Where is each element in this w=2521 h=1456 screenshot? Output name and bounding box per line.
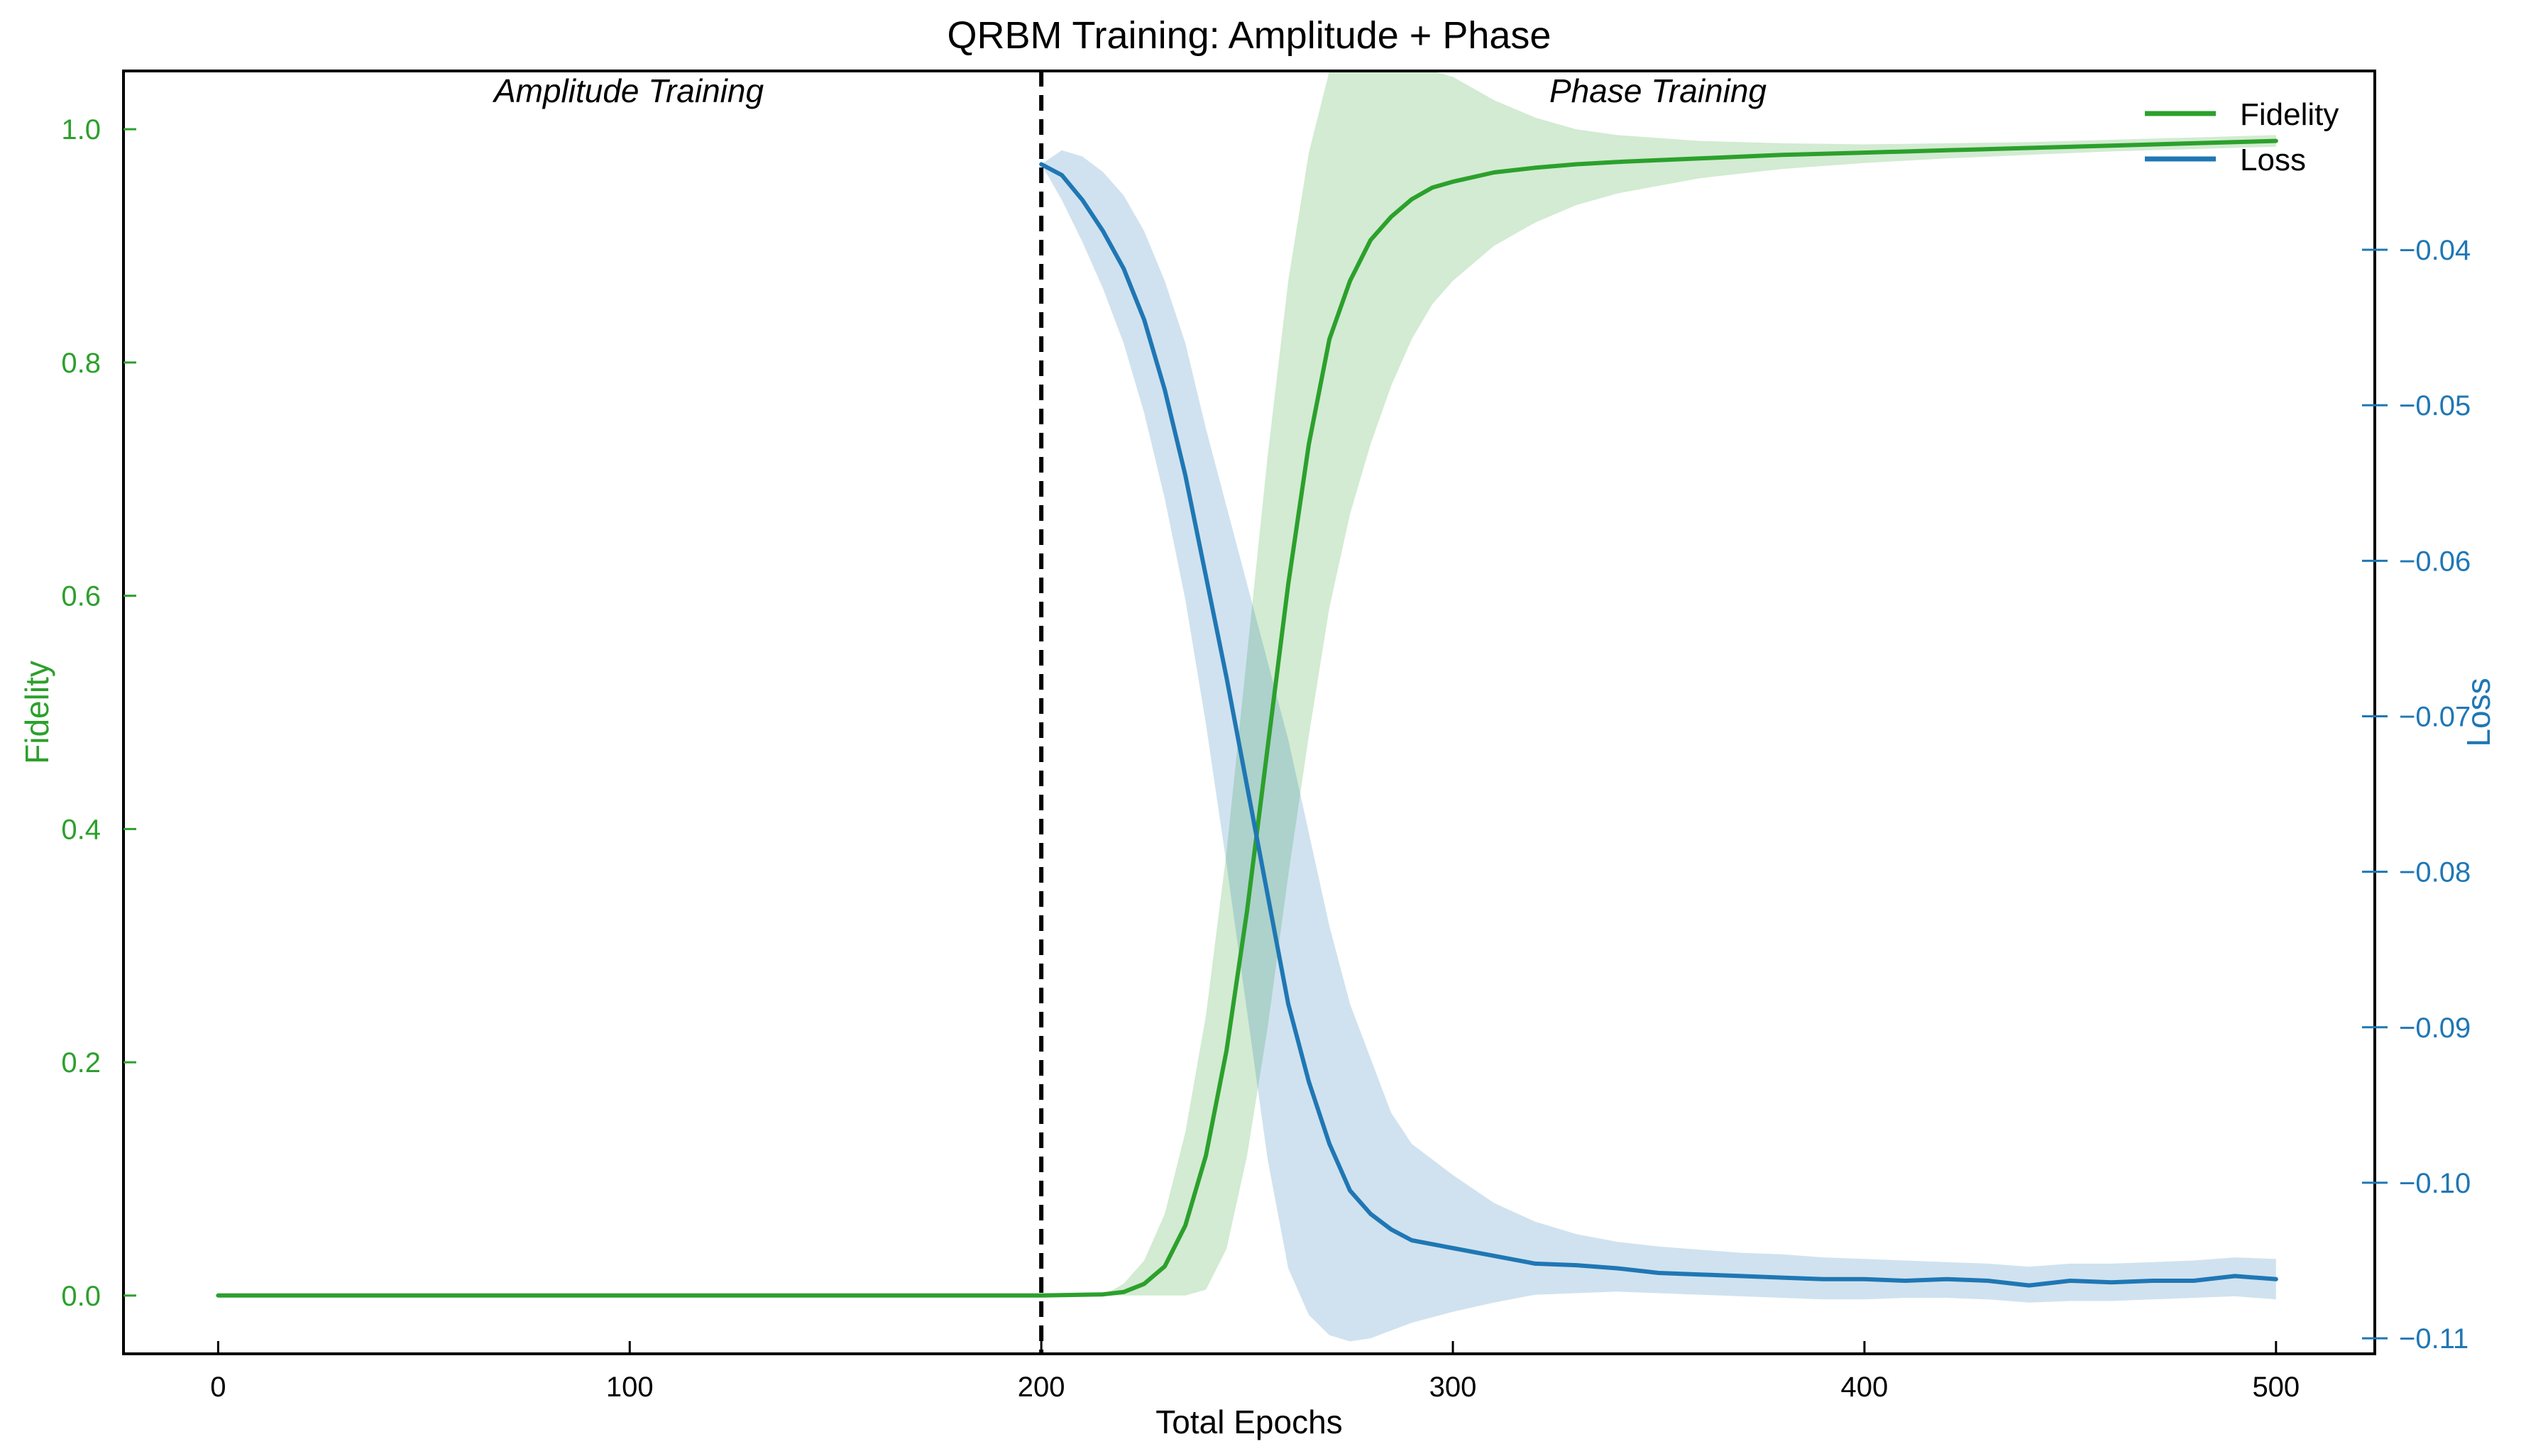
right-axis-tick-label: −0.07 <box>2399 701 2471 732</box>
x-tick-label: 200 <box>1018 1372 1065 1403</box>
right-axis-label: Loss <box>2460 678 2497 746</box>
confidence-bands <box>218 71 2276 1342</box>
x-tick-label: 300 <box>1429 1372 1477 1403</box>
left-axis-tick-label: 1.0 <box>61 114 101 145</box>
annotation-amplitude-training: Amplitude Training <box>492 72 764 109</box>
x-axis-ticks: 0 100 200 300 400 500 <box>210 1341 2300 1403</box>
left-axis-tick-label: 0.6 <box>61 581 101 612</box>
x-axis-label: Total Epochs <box>1155 1403 1342 1440</box>
left-axis-label: Fidelity <box>18 661 55 764</box>
right-axis-tick-label: −0.05 <box>2399 390 2471 421</box>
right-axis-ticks: −0.04 −0.05 −0.06 −0.07 −0.08 −0.09 −0.10 −0.11 <box>2362 235 2471 1355</box>
legend-fidelity-label: Fidelity <box>2240 97 2339 132</box>
right-axis-tick-label: −0.11 <box>2399 1323 2468 1355</box>
right-axis-tick-label: −0.10 <box>2399 1168 2471 1199</box>
left-axis-tick-label: 0.0 <box>61 1281 101 1312</box>
legend: Fidelity Loss <box>2145 97 2339 177</box>
annotation-phase-training: Phase Training <box>1549 72 1767 109</box>
chart-title: QRBM Training: Amplitude + Phase <box>948 14 1551 57</box>
left-axis-tick-label: 0.8 <box>61 348 101 379</box>
right-axis-tick-label: −0.06 <box>2399 546 2471 577</box>
legend-loss-label: Loss <box>2240 143 2306 177</box>
x-tick-label: 0 <box>210 1372 226 1403</box>
loss-confidence-band <box>1041 150 2276 1342</box>
fidelity-line <box>216 138 2278 1298</box>
left-axis-tick-label: 0.4 <box>61 814 101 845</box>
right-axis-tick-label: −0.08 <box>2399 857 2471 888</box>
x-tick-label: 500 <box>2252 1372 2300 1403</box>
x-tick-label: 400 <box>1841 1372 1889 1403</box>
left-axis-tick-label: 0.2 <box>61 1047 101 1079</box>
left-axis-ticks: 0.0 0.2 0.4 0.6 0.8 1.0 <box>61 114 136 1312</box>
x-tick-label: 100 <box>606 1372 654 1403</box>
loss-line <box>1039 162 2278 1288</box>
right-axis-tick-label: −0.04 <box>2399 235 2471 266</box>
series-lines <box>216 138 2278 1298</box>
right-axis-tick-label: −0.09 <box>2399 1013 2471 1044</box>
fidelity-confidence-band <box>218 71 2276 1296</box>
plot-frame <box>122 70 2376 1355</box>
